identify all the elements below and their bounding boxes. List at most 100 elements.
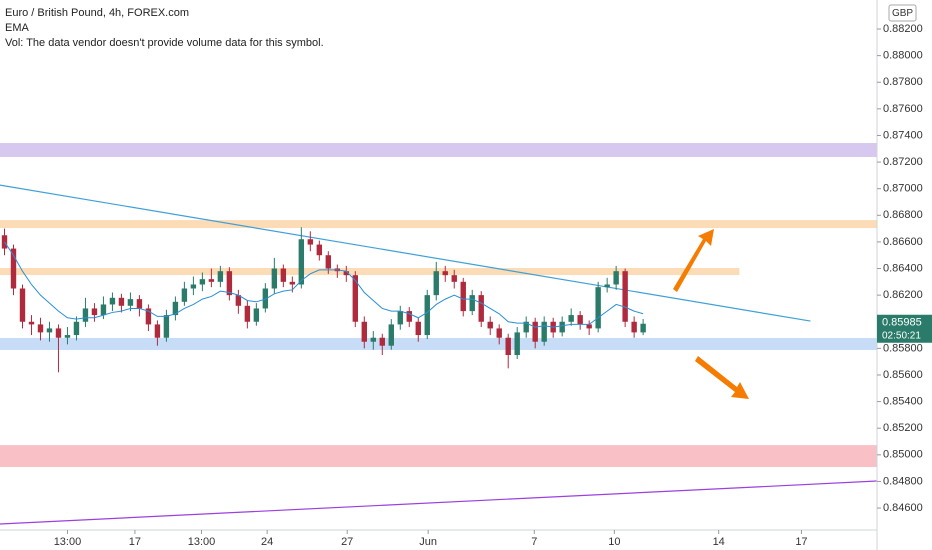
candle-body bbox=[640, 323, 646, 333]
x-tick-label: 17 bbox=[795, 536, 807, 548]
candle-body bbox=[1, 235, 8, 249]
y-tick-label: 0.88200 bbox=[883, 23, 923, 35]
candle-body bbox=[91, 308, 98, 316]
candle-body bbox=[10, 248, 17, 289]
candle-body bbox=[361, 321, 367, 342]
candle-body bbox=[415, 321, 421, 336]
y-tick-label: 0.88000 bbox=[883, 50, 923, 62]
y-tick-label: 0.86600 bbox=[883, 236, 923, 248]
price-zone bbox=[0, 220, 877, 229]
candle-body bbox=[64, 335, 71, 338]
candle-body bbox=[316, 244, 323, 256]
candle-body bbox=[370, 337, 376, 342]
x-tick-label: 17 bbox=[129, 536, 141, 548]
candle-body bbox=[298, 239, 305, 285]
candle-body bbox=[397, 311, 403, 325]
candle-body bbox=[253, 308, 260, 322]
chart-title: Euro / British Pound, 4h, FOREX.com bbox=[5, 7, 189, 19]
arrow-up bbox=[673, 229, 714, 292]
candle-body bbox=[172, 301, 179, 316]
candle-body bbox=[604, 284, 610, 288]
candle-body bbox=[586, 324, 592, 329]
y-tick-label: 0.87200 bbox=[883, 156, 923, 168]
y-tick-label: 0.86200 bbox=[883, 289, 923, 301]
y-tick-label: 0.87800 bbox=[883, 76, 923, 88]
candle-body bbox=[244, 305, 251, 322]
candle-body bbox=[343, 271, 350, 276]
candle-body bbox=[352, 275, 358, 322]
ema-line bbox=[4, 241, 644, 328]
indicator-label: Vol: The data vendor doesn't provide vol… bbox=[5, 37, 324, 49]
candle-body bbox=[442, 271, 448, 276]
candle-body bbox=[469, 295, 475, 312]
candle-body bbox=[199, 279, 206, 285]
x-tick-label: Jun bbox=[419, 536, 437, 548]
candle-body bbox=[73, 321, 80, 336]
candle-body bbox=[478, 295, 484, 322]
y-tick-label: 0.85200 bbox=[883, 422, 923, 434]
candle-body bbox=[271, 268, 278, 289]
candle-body bbox=[487, 321, 493, 329]
candle-body bbox=[568, 315, 574, 322]
candle-body bbox=[505, 337, 511, 356]
candle-body bbox=[154, 324, 161, 338]
currency-box bbox=[888, 4, 917, 22]
y-tick-label: 0.87000 bbox=[883, 183, 923, 195]
candle-body bbox=[118, 297, 125, 306]
y-tick-label: 0.85800 bbox=[883, 342, 923, 354]
candle-body bbox=[262, 288, 269, 309]
candle-body bbox=[46, 328, 53, 333]
y-tick-label: 0.84600 bbox=[883, 502, 923, 514]
y-tick-label: 0.86800 bbox=[883, 209, 923, 221]
x-tick-label: 13:00 bbox=[54, 536, 82, 548]
candle-body bbox=[541, 321, 547, 342]
candle-body bbox=[109, 297, 116, 305]
candle-body bbox=[406, 311, 412, 322]
candle-body bbox=[163, 315, 170, 338]
candle-body bbox=[460, 281, 466, 312]
candle-body bbox=[523, 321, 529, 333]
candle-body bbox=[424, 295, 430, 336]
candle-body bbox=[217, 271, 224, 282]
candle-body bbox=[631, 321, 637, 333]
indicator-label: EMA bbox=[5, 22, 30, 34]
x-tick-label: 13:00 bbox=[188, 536, 216, 548]
candle-body bbox=[100, 304, 107, 316]
x-tick-label: 27 bbox=[341, 536, 353, 548]
y-tick-label: 0.85400 bbox=[883, 395, 923, 407]
y-tick-label: 0.84800 bbox=[883, 475, 923, 487]
candle-body bbox=[82, 308, 89, 322]
candle-body bbox=[145, 308, 152, 325]
x-tick-label: 14 bbox=[713, 536, 725, 548]
last-price-box bbox=[877, 314, 932, 343]
candle-body bbox=[208, 279, 215, 282]
x-tick-label: 7 bbox=[531, 536, 537, 548]
y-tick-label: 0.85000 bbox=[883, 449, 923, 461]
price-zone bbox=[0, 337, 877, 350]
candle-body bbox=[379, 337, 385, 346]
candle-body bbox=[559, 321, 565, 333]
candle-body bbox=[514, 332, 520, 356]
y-tick-label: 0.87400 bbox=[883, 129, 923, 141]
candle-body bbox=[622, 271, 628, 322]
candle-body bbox=[532, 321, 538, 342]
arrow-down bbox=[695, 356, 749, 399]
candle-body bbox=[595, 287, 601, 329]
x-tick-label: 10 bbox=[608, 536, 620, 548]
plot-area bbox=[0, 143, 878, 525]
price-zone bbox=[0, 267, 740, 276]
candle-body bbox=[613, 271, 619, 285]
y-tick-label: 0.85600 bbox=[883, 369, 923, 381]
candle-body bbox=[19, 288, 26, 322]
candle-body bbox=[28, 321, 35, 325]
candle-body bbox=[136, 299, 143, 309]
candle-body bbox=[496, 328, 502, 338]
candle-body bbox=[307, 239, 314, 245]
candle-body bbox=[388, 324, 394, 346]
candle-body bbox=[226, 271, 233, 296]
candle-body bbox=[451, 275, 457, 282]
candle-body bbox=[577, 315, 583, 325]
candle-body bbox=[433, 271, 439, 296]
price-zone bbox=[0, 445, 877, 468]
